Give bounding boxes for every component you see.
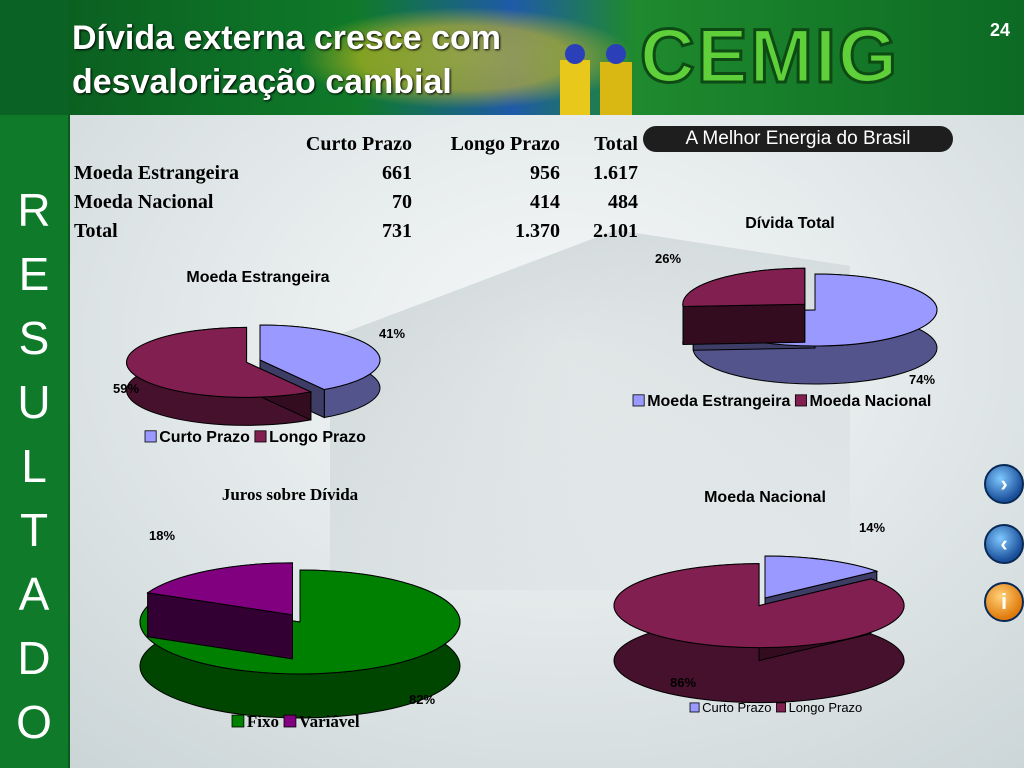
legend-swatch xyxy=(144,430,157,443)
vertical-letter: E xyxy=(18,248,50,300)
page-title: Dívida externa cresce com desvalorização… xyxy=(72,16,572,104)
vertical-letter: T xyxy=(19,504,49,556)
data-label: 18% xyxy=(149,528,175,543)
legend-label: Moeda Nacional xyxy=(810,393,932,410)
table-cell: 661 xyxy=(382,162,412,184)
cemig-logo: CEMIG xyxy=(638,13,900,101)
table-row: Moeda Estrangeira 661 956 1.617 xyxy=(70,159,642,188)
table-header-cell: Curto Prazo xyxy=(305,133,412,155)
row-label: Moeda Estrangeira xyxy=(74,162,239,184)
table-cell: 2.101 xyxy=(593,220,638,242)
pie-slice-curto-prazo xyxy=(259,324,381,391)
row-label: Moeda Nacional xyxy=(74,191,214,213)
legend-label: Curto Prazo xyxy=(159,429,250,446)
legend-swatch xyxy=(689,702,700,713)
table-cell: 70 xyxy=(392,191,412,213)
table-cell: 956 xyxy=(530,162,560,184)
vertical-letter: R xyxy=(17,184,51,236)
table-cell: 484 xyxy=(608,191,638,213)
legend-swatch xyxy=(794,394,807,407)
table-cell: 731 xyxy=(382,220,412,242)
legend-label: Moeda Estrangeira xyxy=(647,393,790,410)
chart-title: Moeda Estrangeira xyxy=(186,269,329,286)
legend-label: Longo Prazo xyxy=(269,429,366,446)
legend-label: Variável xyxy=(299,712,360,731)
table-row: Total 731 1.370 2.101 xyxy=(70,217,642,246)
title-line-2: desvalorização cambial xyxy=(72,63,452,101)
legend-label: Fixo xyxy=(247,712,279,731)
chart-title: Dívida Total xyxy=(745,215,835,232)
data-label: 41% xyxy=(379,326,405,341)
pie-slice-longo-prazo xyxy=(613,563,905,649)
data-label: 82% xyxy=(409,692,435,707)
data-label: 59% xyxy=(113,381,139,396)
data-label: 74% xyxy=(909,372,935,387)
legend-swatch xyxy=(776,702,786,713)
workers-photo xyxy=(560,44,632,115)
vertical-letter: D xyxy=(17,632,51,684)
title-line-1: Dívida externa cresce com xyxy=(72,19,502,57)
table-header-cell: Total xyxy=(594,133,638,155)
vertical-letter: O xyxy=(16,696,52,748)
pie-slice-variável xyxy=(146,562,293,616)
pie-slice-wall xyxy=(682,303,806,346)
pie-slice-longo-prazo xyxy=(126,326,313,398)
vertical-letter: S xyxy=(18,312,50,364)
legend-label: Curto Prazo xyxy=(702,700,771,715)
vertical-letter: A xyxy=(18,568,50,620)
legend-swatch xyxy=(231,714,245,728)
page-number: 24 xyxy=(989,20,1010,40)
pie-slice-curto-prazo xyxy=(764,555,879,599)
table-cell: 414 xyxy=(530,191,560,213)
debt-table: Curto Prazo Longo Prazo Total Moeda Estr… xyxy=(70,130,642,246)
vertical-letter: U xyxy=(17,376,51,428)
table-header-cell: Longo Prazo xyxy=(450,133,560,155)
left-strip xyxy=(0,115,70,768)
table-cell: 1.617 xyxy=(593,162,638,184)
header-banner xyxy=(0,0,1024,115)
vertical-letter: L xyxy=(21,440,47,492)
legend-swatch xyxy=(283,714,297,728)
legend-swatch xyxy=(254,430,267,443)
previous-slide-button[interactable]: ‹ xyxy=(984,524,1024,564)
tagline: A Melhor Energia do Brasil xyxy=(643,126,953,152)
info-button[interactable]: i xyxy=(984,582,1024,622)
data-label: 26% xyxy=(655,251,681,266)
row-label: Total xyxy=(74,220,118,242)
table-cell: 1.370 xyxy=(515,220,560,242)
chart-title: Moeda Nacional xyxy=(704,489,826,506)
table-header-row: Curto Prazo Longo Prazo Total xyxy=(70,130,642,159)
chart-title: Juros sobre Dívida xyxy=(222,485,359,504)
header-corner xyxy=(0,0,68,115)
next-slide-button[interactable]: › xyxy=(984,464,1024,504)
data-label: 86% xyxy=(670,675,696,690)
table-row: Moeda Nacional 70 414 484 xyxy=(70,188,642,217)
legend-label: Longo Prazo xyxy=(789,700,863,715)
legend-swatch xyxy=(632,394,645,407)
vertical-resultado-label: R E S U L T A D O xyxy=(0,178,68,754)
pie-slice-moeda-nacional xyxy=(682,267,806,308)
data-label: 14% xyxy=(859,520,885,535)
